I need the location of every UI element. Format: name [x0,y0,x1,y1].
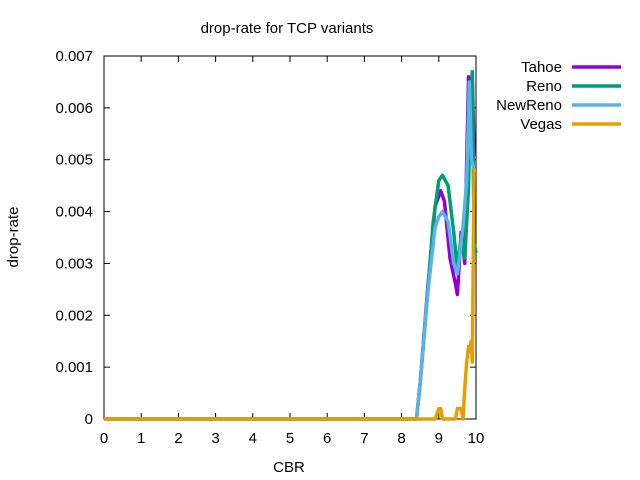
y-tick-label: 0 [85,411,93,428]
legend-label-newreno: NewReno [496,97,562,114]
x-tick-label: 5 [286,430,294,447]
x-tick-label: 8 [397,430,405,447]
series-line-vegas [104,168,476,421]
x-tick-label: 2 [174,430,182,447]
y-axis-label: drop-rate [5,207,22,268]
legend-label-vegas: Vegas [520,116,562,133]
series-line-newreno [104,80,476,421]
x-tick-label: 6 [323,430,331,447]
chart-title: drop-rate for TCP variants [201,20,374,37]
x-axis-label: CBR [273,459,305,476]
x-tick-label: 7 [360,430,368,447]
legend-label-tahoe: Tahoe [521,59,562,76]
y-tick-label: 0.004 [55,204,93,221]
y-tick-label: 0.002 [55,307,93,324]
legend-label-reno: Reno [526,78,562,95]
y-tick-label: 0.007 [55,48,93,65]
series-lines [104,69,478,421]
x-tick-label: 3 [211,430,219,447]
y-tick-label: 0.001 [55,359,93,376]
x-tick-label: 9 [435,430,443,447]
y-tick-label: 0.006 [55,100,93,117]
x-tick-label: 10 [468,430,485,447]
x-tick-label: 1 [137,430,145,447]
y-tick-label: 0.003 [55,255,93,272]
y-tick-label: 0.005 [55,152,93,169]
axis-ticks: 0 1 2 3 4 5 6 7 8 9 10 0 0.001 0.002 0.003 0.004 0.005 0.… [55,48,484,447]
legend: Tahoe Reno NewReno Vegas [496,59,621,133]
x-tick-label: 4 [249,430,257,447]
x-tick-label: 0 [100,430,108,447]
